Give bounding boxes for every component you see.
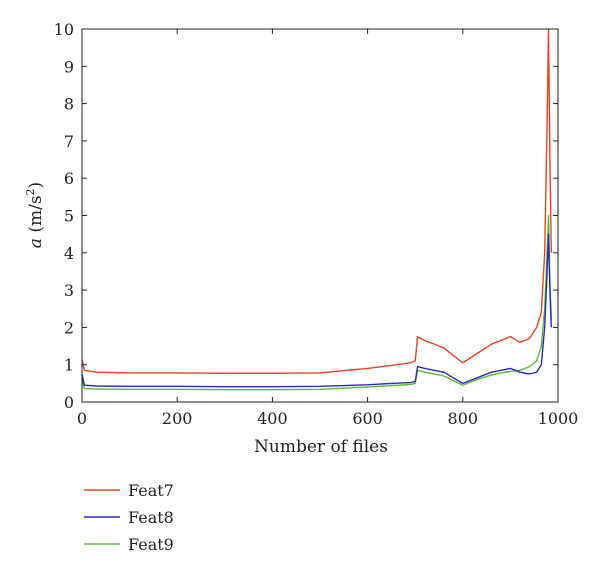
x-tick-label: 0 xyxy=(77,409,87,428)
plot-frame xyxy=(81,28,559,403)
plot-area xyxy=(82,29,552,391)
series-line-feat7 xyxy=(82,29,552,374)
y-tick-label: 4 xyxy=(64,244,74,263)
series-line-feat8 xyxy=(82,233,552,388)
y-tick-label: 8 xyxy=(64,95,74,114)
y-axis-label-exponent: 2 xyxy=(24,188,37,195)
x-axis-label: Number of files xyxy=(254,437,388,457)
x-tick-label: 400 xyxy=(257,409,288,428)
y-tick-label: 2 xyxy=(64,318,74,337)
y-axis-label-unit-close: ) xyxy=(26,182,46,189)
y-tick-label: 6 xyxy=(64,169,74,188)
series-line-feat9 xyxy=(82,214,552,391)
x-tick-label: 200 xyxy=(162,409,193,428)
legend-label-feat7: Feat7 xyxy=(128,481,174,500)
y-axis-label-unit: (m/s xyxy=(26,195,46,238)
y-tick-label: 9 xyxy=(64,57,74,76)
x-tick-label: 1000 xyxy=(538,409,579,428)
y-tick-label: 3 xyxy=(64,281,74,300)
legend: Feat7 Feat8 Feat9 xyxy=(84,481,174,554)
y-tick-label: 5 xyxy=(64,207,74,226)
axes: 0 200 400 600 800 1000 0 1 2 3 4 5 6 7 8 9 10 xyxy=(54,20,579,428)
x-tick-label: 600 xyxy=(352,409,383,428)
y-axis-label-variable: a xyxy=(26,238,46,248)
y-tick-label: 0 xyxy=(64,393,74,412)
y-tick-label: 1 xyxy=(64,356,74,375)
y-tick-label: 7 xyxy=(64,132,74,151)
legend-label-feat9: Feat9 xyxy=(128,535,174,554)
y-axis-label: a (m/s2) xyxy=(24,182,46,248)
y-tick-label: 10 xyxy=(54,20,74,39)
x-tick-label: 800 xyxy=(448,409,479,428)
legend-label-feat8: Feat8 xyxy=(128,508,174,527)
